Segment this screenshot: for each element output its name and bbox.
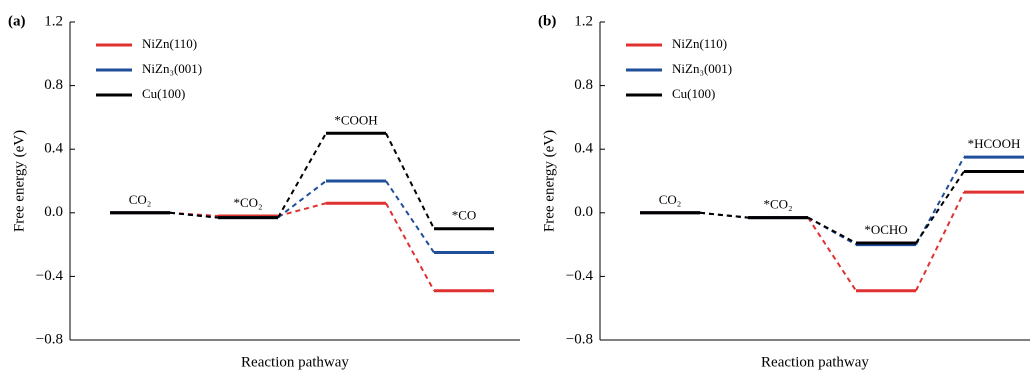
y-axis-label: Free energy (eV) xyxy=(541,130,557,232)
connector xyxy=(700,213,748,218)
panel-label: (b) xyxy=(538,13,556,29)
y-tick-label: −0.4 xyxy=(36,268,64,284)
y-tick-label: −0.8 xyxy=(566,331,593,347)
legend-label: NiZn₃(001) xyxy=(672,61,732,76)
y-tick-label: −0.8 xyxy=(36,331,63,347)
state-label: *CO₂ xyxy=(763,197,792,212)
connector xyxy=(808,218,856,291)
connector xyxy=(916,192,964,291)
connector xyxy=(808,218,856,243)
y-axis-label: Free energy (eV) xyxy=(11,130,27,232)
connector xyxy=(278,133,326,217)
y-tick-label: 0.0 xyxy=(574,204,593,220)
legend-label: Cu(100) xyxy=(142,86,185,101)
state-label: CO₂ xyxy=(129,192,152,207)
state-label: *COOH xyxy=(334,112,377,127)
connector xyxy=(700,213,748,218)
y-tick-label: −0.4 xyxy=(566,268,594,284)
legend-label: Cu(100) xyxy=(672,86,715,101)
y-tick-label: 1.2 xyxy=(44,13,63,29)
state-label: *CO₂ xyxy=(233,195,262,210)
connector xyxy=(278,203,326,216)
legend-label: NiZn₃(001) xyxy=(142,61,202,76)
y-tick-label: 1.2 xyxy=(574,13,593,29)
connector xyxy=(700,213,748,218)
state-label: *OCHO xyxy=(864,222,907,237)
connector xyxy=(278,181,326,218)
y-tick-label: 0.8 xyxy=(44,77,63,93)
state-label: *CO xyxy=(452,208,477,223)
y-tick-label: 0.8 xyxy=(574,77,593,93)
connector xyxy=(386,181,434,253)
figure: (a) Free energy (eV) Reaction pathway −0.8 −… xyxy=(0,0,1035,374)
y-tick-label: 0.0 xyxy=(44,204,63,220)
x-axis-label: Reaction pathway xyxy=(241,354,349,370)
legend-label: NiZn(110) xyxy=(142,36,197,51)
x-axis-label: Reaction pathway xyxy=(761,354,869,370)
legend-label: NiZn(110) xyxy=(672,36,727,51)
state-label: CO₂ xyxy=(659,192,682,207)
y-tick-label: 0.4 xyxy=(44,141,63,157)
state-label: *HCOOH xyxy=(968,136,1021,151)
connector xyxy=(170,213,218,216)
panel-label: (a) xyxy=(8,13,26,29)
y-tick-label: 0.4 xyxy=(574,141,593,157)
